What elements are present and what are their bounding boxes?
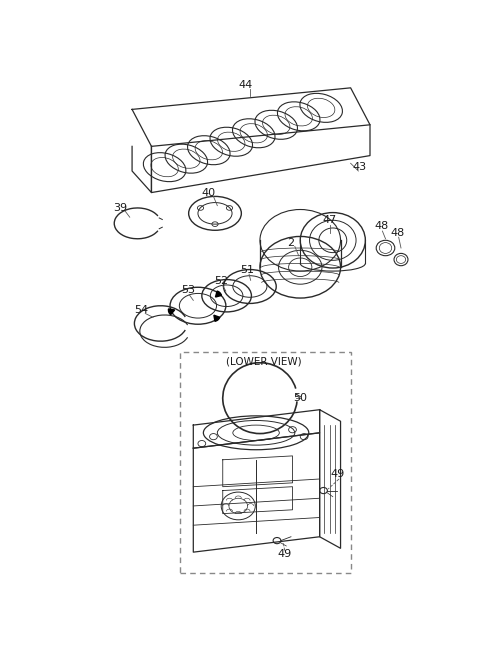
Text: 50: 50 xyxy=(293,393,307,403)
Text: 49: 49 xyxy=(330,468,345,479)
Text: 2: 2 xyxy=(288,238,295,248)
Text: 48: 48 xyxy=(374,221,389,231)
Text: 39: 39 xyxy=(113,203,128,213)
Wedge shape xyxy=(216,291,221,297)
Wedge shape xyxy=(168,309,175,314)
Text: 54: 54 xyxy=(134,305,148,314)
Text: (LOWER VIEW): (LOWER VIEW) xyxy=(226,357,301,367)
Text: 49: 49 xyxy=(277,550,292,559)
Text: 48: 48 xyxy=(390,227,404,238)
Text: 52: 52 xyxy=(214,276,228,286)
Wedge shape xyxy=(214,315,220,321)
Text: 44: 44 xyxy=(239,80,253,90)
Text: 47: 47 xyxy=(323,214,337,225)
Text: 51: 51 xyxy=(240,265,254,274)
Text: 53: 53 xyxy=(181,286,195,295)
Text: 40: 40 xyxy=(202,187,216,198)
Text: 43: 43 xyxy=(353,162,367,172)
